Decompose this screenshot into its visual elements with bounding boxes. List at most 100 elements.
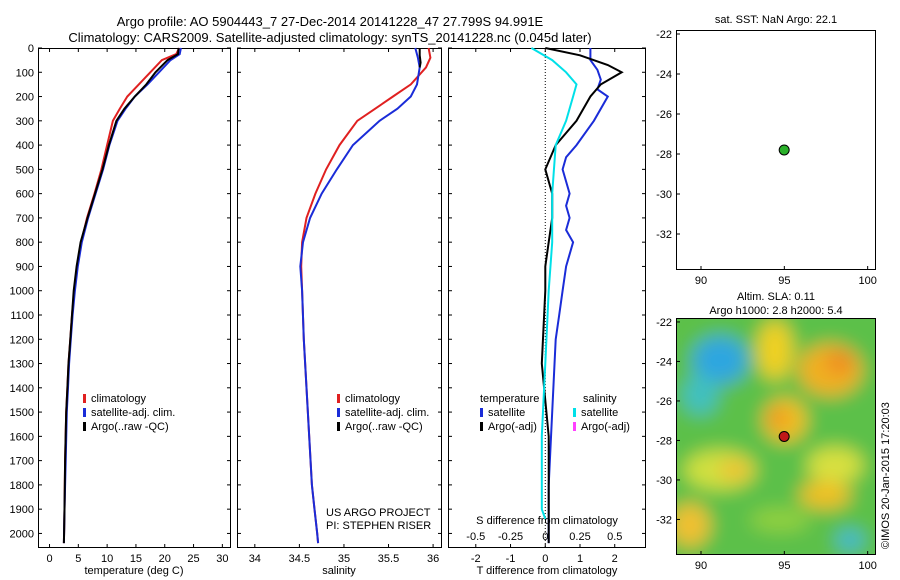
- depth-tick-label: 800: [16, 237, 34, 249]
- depth-tick-label: 500: [16, 164, 34, 176]
- argo-swatch: [337, 422, 340, 431]
- legend-s-satellite-label: satellite: [581, 407, 619, 419]
- map-y-tick-label: -30: [656, 189, 672, 201]
- depth-tick-label: 200: [16, 92, 34, 104]
- map-x-tick-label: 100: [858, 275, 876, 287]
- x-tick-label: 35.5: [378, 553, 399, 565]
- depth-tick-label: 1800: [10, 480, 34, 492]
- map-x-tick-label: 100: [858, 560, 876, 572]
- series-line-1-2: [418, 48, 422, 68]
- legend-satellite: satellite-adj. clim.: [337, 406, 429, 420]
- x-tick-label: 25: [187, 553, 199, 565]
- legend-t-argo: Argo(-adj): [480, 420, 539, 434]
- salinity-panel: [237, 48, 442, 548]
- x-tick-label: -1: [506, 553, 516, 565]
- x-tick-label: 34.5: [289, 553, 310, 565]
- map-x-tick-label: 90: [695, 275, 707, 287]
- x-tick-label: 5: [75, 553, 81, 565]
- climatology-swatch: [83, 394, 86, 403]
- s-argo-swatch: [573, 422, 576, 431]
- satellite-swatch: [337, 408, 340, 417]
- legend-climatology-label: climatology: [91, 393, 147, 405]
- depth-tick-label: 300: [16, 116, 34, 128]
- salinity-diff-legend: salinity satellite Argo(-adj): [573, 392, 630, 434]
- temperature-diff-legend: temperature satellite Argo(-adj): [480, 392, 539, 434]
- depth-tick-label: 1400: [10, 383, 34, 395]
- salinity-legend: climatology satellite-adj. clim. Argo(..…: [337, 392, 429, 434]
- s-difference-axis-label: S difference from climatology: [476, 515, 618, 527]
- map-x-tick-label: 95: [778, 275, 790, 287]
- depth-tick-label: 100: [16, 67, 34, 79]
- depth-tick-label: 400: [16, 140, 34, 152]
- map-x-tick-label: 90: [695, 560, 707, 572]
- map-y-tick-label: -30: [656, 475, 672, 487]
- float-position-marker: [778, 430, 790, 442]
- legend-climatology: climatology: [83, 392, 175, 406]
- legend-s-argo: Argo(-adj): [573, 420, 630, 434]
- s-satellite-swatch: [573, 408, 576, 417]
- x-tick-label: 0: [46, 553, 52, 565]
- series-line-0-1: [62, 47, 182, 544]
- legend-climatology-label: climatology: [345, 393, 401, 405]
- argo-swatch: [83, 422, 86, 431]
- map-x-tick-label: 95: [778, 560, 790, 572]
- series-line-2-2: [530, 47, 578, 520]
- float-position-marker: [778, 144, 790, 156]
- salinity-axis-label: salinity: [322, 565, 356, 577]
- t-argo-swatch: [480, 422, 483, 431]
- sla-label: Altim. SLA: 0.11: [736, 291, 816, 303]
- legend-salinity-heading: salinity: [583, 393, 617, 405]
- temperature-axis-label: temperature (deg C): [84, 565, 184, 577]
- t-satellite-swatch: [480, 408, 483, 417]
- map-y-tick-label: -28: [656, 149, 672, 161]
- depth-tick-label: 0: [28, 43, 34, 55]
- map-y-tick-label: -26: [656, 109, 672, 121]
- legend-s-satellite: satellite: [573, 406, 630, 420]
- temperature-legend: climatology satellite-adj. clim. Argo(..…: [83, 392, 175, 434]
- title-line-2: Climatology: CARS2009. Satellite-adjuste…: [68, 30, 592, 45]
- depth-tick-label: 1700: [10, 456, 34, 468]
- map-y-tick-label: -24: [656, 69, 672, 81]
- s-diff-tick-label: 0.5: [607, 531, 622, 543]
- map-y-tick-label: -22: [656, 29, 672, 41]
- legend-satellite: satellite-adj. clim.: [83, 406, 175, 420]
- temperature-panel: [38, 48, 231, 548]
- map-y-tick-label: -32: [656, 229, 672, 241]
- height-label: Argo h1000: 2.8 h2000: 5.4: [709, 305, 843, 317]
- legend-argo-label: Argo(..raw -QC): [345, 421, 423, 433]
- x-tick-label: 35: [338, 553, 350, 565]
- map-y-tick-label: -28: [656, 435, 672, 447]
- sla-map-panel: [676, 318, 876, 555]
- x-tick-label: 15: [130, 553, 142, 565]
- depth-tick-label: 1100: [10, 310, 34, 322]
- legend-satellite-label: satellite-adj. clim.: [91, 407, 176, 419]
- project-label: US ARGO PROJECT: [326, 507, 431, 519]
- series-line-0-2: [62, 47, 180, 544]
- depth-tick-label: 1200: [10, 334, 34, 346]
- sst-map-title: sat. SST: NaN Argo: 22.1: [714, 14, 838, 26]
- depth-tick-label: 1900: [10, 504, 34, 516]
- x-tick-label: 20: [159, 553, 171, 565]
- series-line-1-0: [300, 47, 432, 544]
- series-line-2-1: [540, 47, 624, 544]
- pi-label: PI: STEPHEN RISER: [326, 520, 432, 532]
- x-tick-label: 1: [577, 553, 583, 565]
- map-y-tick-label: -26: [656, 396, 672, 408]
- legend-t-satellite: satellite: [480, 406, 539, 420]
- legend-argo-label: Argo(..raw -QC): [91, 421, 169, 433]
- t-difference-axis-label: T difference from climatology: [476, 565, 618, 577]
- s-diff-tick-label: -0.5: [466, 531, 485, 543]
- x-tick-label: 34: [249, 553, 261, 565]
- series-line-0-0: [62, 47, 181, 544]
- depth-tick-label: 600: [16, 189, 34, 201]
- x-tick-label: 10: [101, 553, 113, 565]
- legend-t-satellite-label: satellite: [488, 407, 526, 419]
- climatology-swatch: [337, 394, 340, 403]
- depth-tick-label: 1300: [10, 359, 34, 371]
- satellite-swatch: [83, 408, 86, 417]
- depth-tick-label: 700: [16, 213, 34, 225]
- depth-tick-label: 2000: [10, 528, 34, 540]
- s-diff-tick-label: 0.25: [569, 531, 590, 543]
